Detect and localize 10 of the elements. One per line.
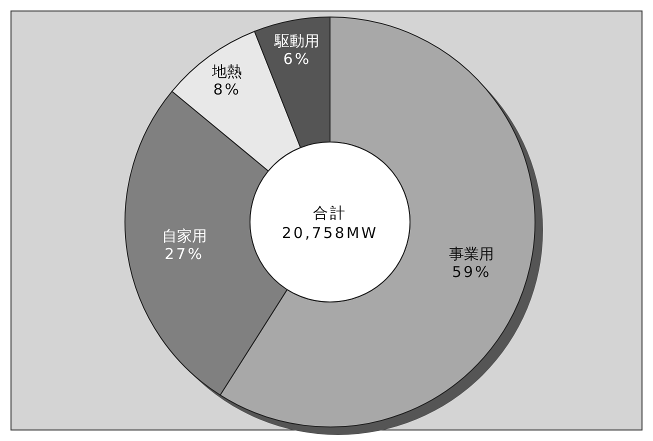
data-label: 59% xyxy=(452,263,492,282)
slice-label: 駆動用 xyxy=(274,32,320,50)
text: 合計 xyxy=(313,204,347,222)
slice-label: 地熱 xyxy=(211,62,242,80)
data-label: 8% xyxy=(213,80,242,98)
slice-label: 自家用 xyxy=(162,227,207,246)
data-label: 6% xyxy=(283,50,312,68)
slice-label: 事業用 xyxy=(449,245,494,264)
text: 20,758MW xyxy=(282,224,378,242)
data-label: 27% xyxy=(164,245,204,264)
